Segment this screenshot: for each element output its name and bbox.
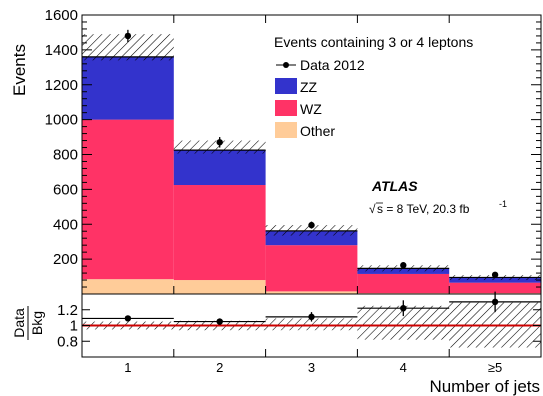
energy-label-sqrt: √ — [369, 202, 376, 216]
legend-swatch-other — [275, 122, 297, 138]
ratio-data-points — [82, 291, 541, 325]
bar-other-3 — [265, 291, 358, 294]
x-tick-label-2: 2 — [216, 360, 223, 375]
ratio-y-tick-label-0.8: 0.8 — [57, 333, 78, 350]
x-tick-label-1: 1 — [124, 360, 131, 375]
data-point-2 — [216, 139, 223, 146]
bar-wz-5 — [449, 282, 541, 294]
energy-label: √ s = 8 TeV, 20.3 fb -1 — [369, 199, 507, 216]
ratio-point-1 — [124, 315, 132, 322]
y-tick-label-800: 800 — [53, 147, 78, 164]
ratio-point-4 — [400, 304, 407, 312]
energy-label-text: s = 8 TeV, 20.3 fb — [377, 202, 470, 216]
legend-label-wz: WZ — [300, 101, 322, 117]
y-tick-label-600: 600 — [53, 181, 78, 198]
y-tick-label-1200: 1200 — [45, 77, 78, 94]
x-axis-title: Number of jets — [429, 377, 540, 396]
ratio-axis-title-top: Data — [11, 308, 27, 338]
x-tick-label-3: 3 — [308, 360, 315, 375]
data-point-5 — [491, 271, 499, 279]
ratio-point-3 — [308, 313, 315, 321]
legend-label-other: Other — [300, 123, 335, 139]
y-tick-label-1600: 1600 — [45, 7, 78, 24]
data-point-1 — [124, 32, 132, 40]
data-point-4 — [400, 262, 407, 269]
ratio-point-5 — [491, 298, 499, 306]
legend-header: Events containing 3 or 4 leptons — [274, 34, 473, 50]
data-points — [124, 29, 499, 279]
y-axis-title: Events — [10, 44, 29, 96]
y-tick-label-200: 200 — [53, 251, 78, 268]
bar-other-1 — [82, 279, 174, 294]
main-axes: 200 400 600 800 1000 1200 1400 1600 — [45, 7, 542, 295]
legend-label-data: Data 2012 — [300, 57, 365, 73]
legend: Events containing 3 or 4 leptons Data 20… — [274, 34, 473, 139]
x-tick-label-5: ≥5 — [488, 360, 502, 375]
ratio-uncertainty-band — [82, 302, 541, 348]
ratio-band-bin-3 — [265, 318, 358, 331]
y-tick-label-1400: 1400 — [45, 42, 78, 59]
bar-wz-2 — [173, 185, 266, 281]
bar-other-2 — [173, 280, 266, 294]
ratio-point-2 — [216, 318, 223, 325]
legend-swatch-wz — [275, 100, 297, 116]
y-tick-label-1000: 1000 — [45, 112, 78, 129]
atlas-label: ATLAS — [371, 178, 418, 194]
ratio-axes: 0.811.21 2 3 4 ≥5 — [57, 293, 542, 375]
bar-zz-2 — [173, 150, 266, 186]
legend-marker-data-dot — [283, 62, 289, 68]
energy-label-sup: -1 — [499, 199, 507, 209]
ratio-axis-title-bottom: Bkg — [29, 311, 45, 335]
legend-label-zz: ZZ — [300, 79, 318, 95]
bar-zz-1 — [82, 56, 174, 120]
x-tick-label-4: 4 — [400, 360, 407, 375]
data-point-3 — [308, 221, 315, 229]
bar-wz-1 — [82, 119, 174, 280]
y-tick-label-400: 400 — [53, 216, 78, 233]
bar-wz-3 — [265, 245, 358, 292]
ratio-y-tick-label-1.2: 1.2 — [57, 302, 78, 319]
bar-wz-4 — [357, 273, 450, 294]
legend-swatch-zz — [275, 78, 297, 94]
ratio-y-tick-label-1: 1 — [70, 318, 78, 335]
